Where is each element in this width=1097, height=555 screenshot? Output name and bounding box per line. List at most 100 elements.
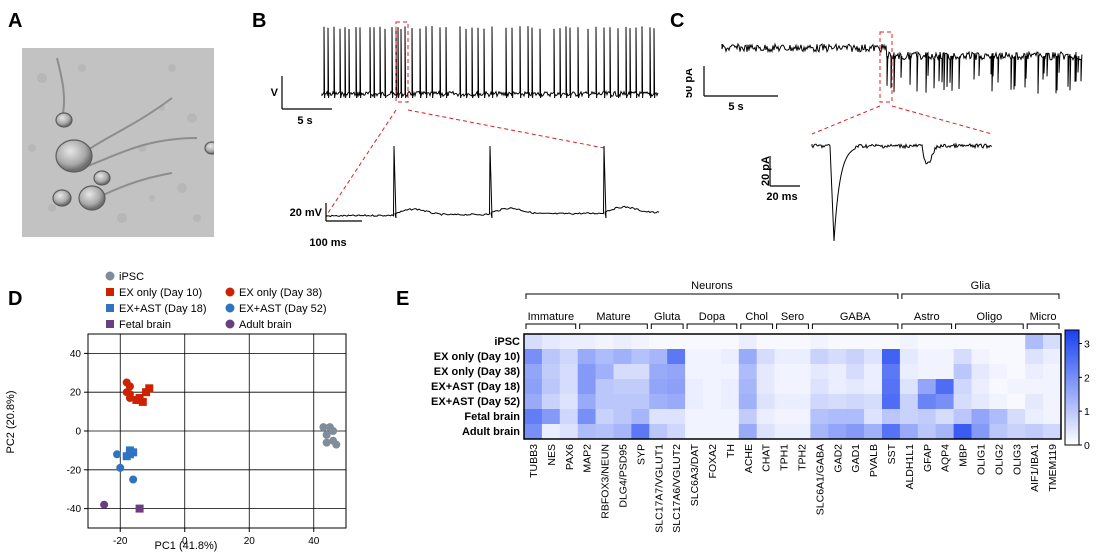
heatmap-cell [828, 349, 847, 365]
heatmap-cell [953, 409, 972, 425]
heatmap-cell [577, 409, 596, 425]
heatmap-cell [828, 334, 847, 350]
heatmap-cell [720, 334, 740, 350]
heatmap-colorbar: 3 2 1 0 [1064, 329, 1090, 452]
heatmap-cell [1025, 424, 1044, 440]
heatmap-cell [667, 394, 686, 410]
pca-point-circle [319, 423, 328, 432]
heatmap-row-label: EX only (Day 10) [434, 351, 521, 363]
heatmap-cell [595, 394, 614, 410]
heatmap-subgroup-bracket [901, 323, 953, 329]
heatmap-column-label: DLG4/PSD95 [617, 444, 629, 508]
pca-x-tick-label: 40 [308, 536, 320, 547]
heatmap-cell [667, 349, 686, 365]
heatmap-cell [559, 334, 578, 350]
heatmap-cell [828, 424, 847, 440]
pca-point-circle [329, 427, 338, 435]
heatmap-cell [1043, 379, 1062, 395]
pca-point-circle [129, 475, 138, 484]
heatmap-cell [917, 379, 936, 395]
heatmap-cell [738, 409, 757, 425]
pca-legend: iPSC EX only (Day 38) EX only (Day 10) EX+A… [105, 271, 327, 331]
heatmap-column-label: SYP [635, 444, 647, 465]
pca-legend-label: iPSC [119, 271, 144, 283]
heatmap-cell [703, 424, 722, 440]
heatmap-cell [1007, 334, 1026, 350]
heatmap-column-label: TPH1 [779, 444, 791, 471]
panel-c-current-trace: 50 pA 5 s 20 pA 20 ms [686, 31, 1083, 242]
heatmap-cell [864, 364, 883, 380]
heatmap-cell [559, 349, 578, 365]
zoom-box [395, 21, 409, 103]
heatmap-cell [828, 379, 847, 395]
heatmap-cell [613, 364, 632, 380]
heatmap-cell [613, 409, 632, 425]
heatmap-cell [882, 349, 901, 365]
heatmap-cell [792, 424, 811, 440]
heatmap-subgroup-label: Gluta [654, 311, 681, 323]
heatmap-cell [756, 364, 775, 380]
heatmap-cell [595, 349, 614, 365]
heatmap-cell [1025, 379, 1044, 395]
heatmap-cell [559, 409, 578, 425]
heatmap-cell [631, 394, 650, 410]
heatmap-cell [1025, 349, 1044, 365]
heatmap-cell [631, 334, 650, 350]
heatmap-cell [989, 379, 1008, 395]
panel-letter-d: D [8, 288, 23, 310]
heatmap-group-label: Glia [971, 280, 991, 292]
heatmap-cell [1043, 349, 1062, 365]
heatmap-cell [828, 409, 847, 425]
heatmap-group-bracket [901, 293, 1060, 299]
heatmap-cell [756, 349, 775, 365]
heatmap-cell [899, 349, 919, 365]
heatmap-column-label: SLC17A6/VGLUT2 [671, 444, 683, 533]
heatmap-column-label: SLC6A1/GABA [814, 444, 826, 515]
heatmap-cell [935, 394, 954, 410]
heatmap-subgroup-label: GABA [840, 311, 871, 323]
heatmap-cell [720, 364, 740, 380]
heatmap-cell [577, 394, 596, 410]
heatmap-cell [685, 349, 704, 365]
heatmap-group-label: Neurons [691, 280, 733, 292]
pca-x-tick-label: 20 [244, 536, 256, 547]
heatmap-row-label: EX+AST (Day 52) [431, 396, 520, 408]
heatmap-cell [541, 409, 561, 425]
heatmap-cell [899, 334, 919, 350]
colorbar-tick-label: 2 [1084, 372, 1090, 384]
pca-y-tick-label: -40 [67, 504, 82, 515]
heatmap-cell [846, 379, 865, 395]
heatmap-subgroup-bracket [811, 323, 899, 329]
heatmap-cell [631, 424, 650, 440]
heatmap-cell [792, 394, 811, 410]
heatmap-cell [649, 409, 668, 425]
heatmap-cell [810, 349, 829, 365]
heatmap-group-bracket [525, 293, 899, 299]
heatmap-column-label: ACHE [743, 444, 755, 473]
heatmap-cell [559, 394, 578, 410]
heatmap-cell [882, 379, 901, 395]
pca-legend-marker [106, 304, 114, 312]
heatmap-cell [917, 364, 936, 380]
heatmap-cell [1025, 394, 1044, 410]
heatmap-cell [935, 409, 954, 425]
heatmap-cell [882, 334, 901, 350]
heatmap-cell [667, 334, 686, 350]
heatmap-cell [524, 334, 543, 350]
panel-letter-b: B [252, 10, 267, 32]
heatmap-subgroup-bracket [525, 323, 577, 329]
heatmap-cell [846, 409, 865, 425]
panel-letter-c: C [670, 10, 685, 32]
heatmap-cell [935, 379, 954, 395]
zoom-line-left [811, 105, 881, 135]
heatmap-cell [774, 409, 793, 425]
heatmap-cell [846, 364, 865, 380]
heatmap-cell [631, 364, 650, 380]
pca-point-circle [322, 438, 331, 447]
heatmap-cell [720, 349, 740, 365]
heatmap-cell [595, 409, 614, 425]
heatmap-column-label: ALDH1L1 [904, 444, 916, 490]
heatmap-cell [810, 334, 829, 350]
pca-point-circle [125, 390, 134, 399]
colorbar-gradient [1064, 329, 1080, 446]
